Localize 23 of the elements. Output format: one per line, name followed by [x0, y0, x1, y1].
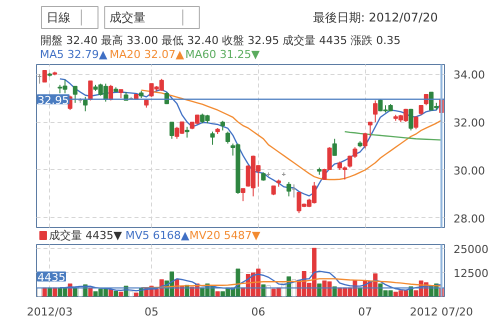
y-tick-label: 25000: [454, 242, 488, 256]
chart-title: 最後日期: 2012/07/20: [312, 10, 438, 24]
text: 日線: [46, 10, 70, 24]
chart-subtitle: 開盤 32.40 最高 33.00 最低 32.40 收盤 32.95 成交量 4435 漲跌 0.35: [40, 34, 401, 47]
y-tick-label: 32.00: [454, 116, 485, 130]
ref-line-label: 32.95: [38, 94, 69, 107]
x-tick-label: 2012 07/20: [410, 306, 474, 318]
y-tick-label: 12500: [454, 266, 488, 280]
x-tick-label: 2012/03: [26, 306, 73, 318]
legend-label: 成交量 4435▼: [48, 229, 122, 242]
text: MV5 6168▲: [125, 229, 190, 242]
text: MV20 5487▼: [189, 229, 261, 242]
y-tick-label: 30.00: [454, 164, 485, 178]
y-tick-label: 28.00: [454, 212, 485, 226]
x-tick-label: 07: [358, 306, 372, 318]
x-tick-label: 05: [144, 306, 158, 318]
text: MA20 32.07▲: [110, 48, 185, 61]
ref-line-label: 4435: [38, 270, 66, 284]
text: MA60 31.25▼: [185, 48, 260, 61]
text: MA5 32.79▲: [40, 48, 108, 61]
y-tick-label: 34.00: [454, 68, 485, 82]
x-tick-label: 06: [251, 306, 266, 318]
text: 成交量: [110, 10, 146, 24]
